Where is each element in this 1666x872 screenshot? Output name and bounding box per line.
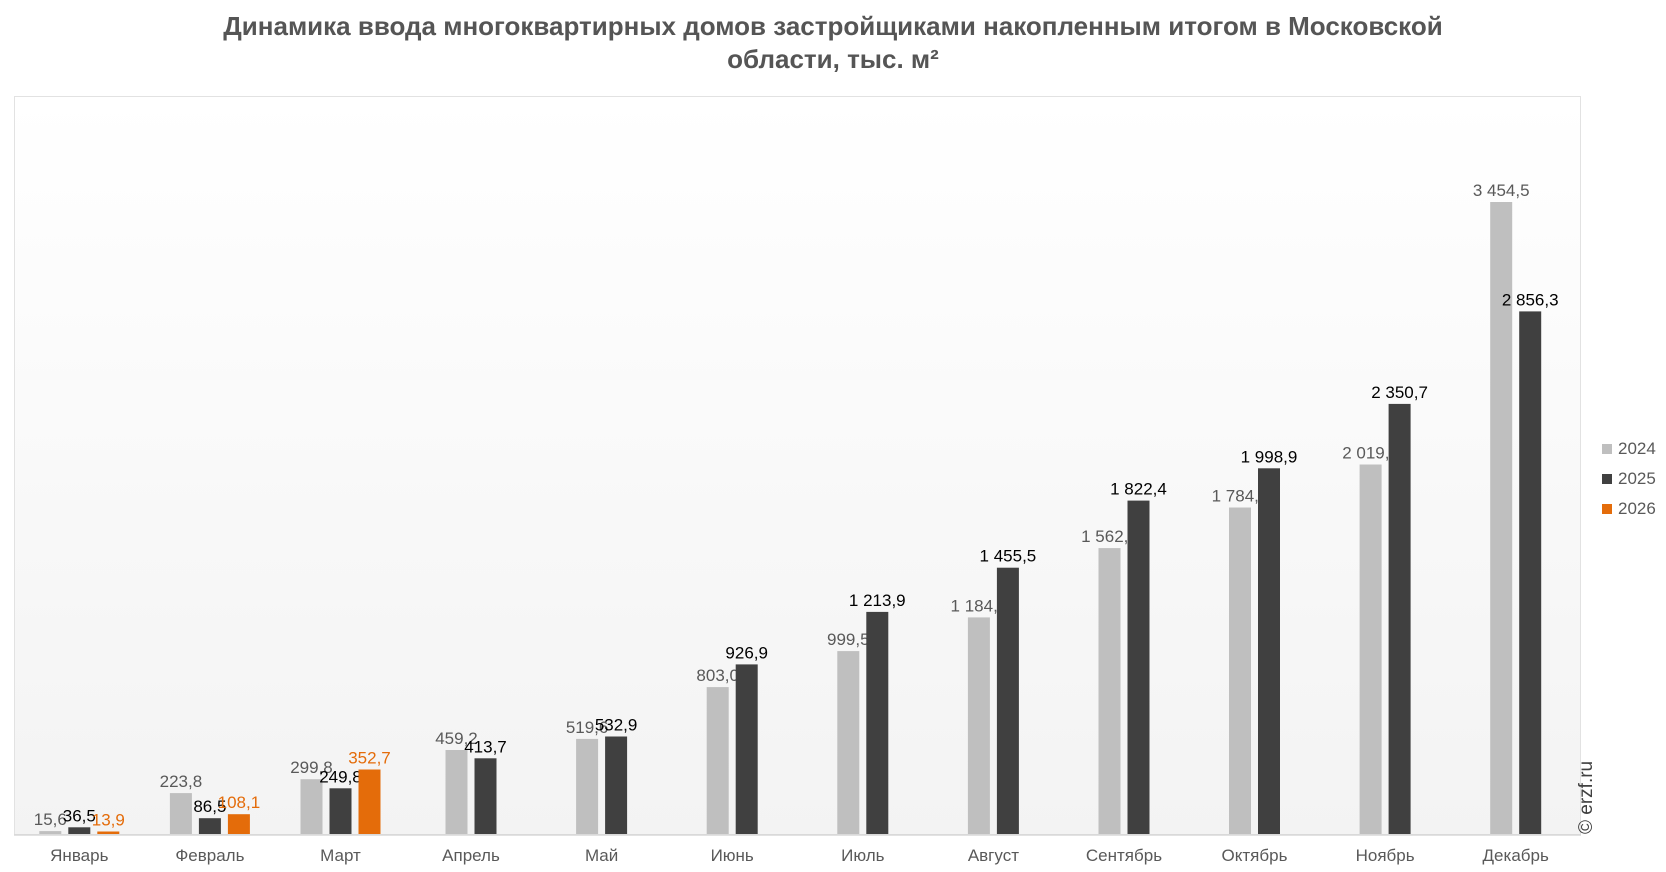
x-tick-label-1: Январь <box>50 846 108 865</box>
data-label-2025-11: 2 350,7 <box>1371 383 1428 402</box>
data-label-2024-7: 999,5 <box>827 630 870 649</box>
chart-title-line2: области, тыс. м² <box>727 44 939 74</box>
data-label-2025-1: 36,5 <box>63 806 96 825</box>
data-label-2025-12: 2 856,3 <box>1502 290 1559 309</box>
bar-2026-3 <box>358 769 381 834</box>
data-label-2024-11: 2 019,6 <box>1342 444 1399 463</box>
data-label-2024-6: 803,0 <box>696 666 739 685</box>
x-tick-label-8: Август <box>968 846 1019 865</box>
data-label-2024-10: 1 784,9 <box>1212 487 1269 506</box>
legend-label-2024: 2024 <box>1618 439 1656 458</box>
legend-item-2026: 2026 <box>1602 494 1656 524</box>
bar-2025-11 <box>1388 403 1411 834</box>
data-label-2025-9: 1 822,4 <box>1110 480 1167 499</box>
x-tick-label-10: Октябрь <box>1222 846 1288 865</box>
data-label-2025-8: 1 455,5 <box>980 547 1037 566</box>
x-tick-label-3: Март <box>320 846 361 865</box>
bar-2025-6 <box>735 664 758 834</box>
bar-2025-9 <box>1127 500 1150 834</box>
data-label-2026-1: 13,9 <box>92 811 125 830</box>
data-label-2024-4: 459,2 <box>435 729 478 748</box>
data-label-2025-2: 86,5 <box>193 797 226 816</box>
plot-area <box>14 96 1581 836</box>
data-label-2024-3: 299,8 <box>290 758 333 777</box>
legend-label-2025: 2025 <box>1618 469 1656 488</box>
x-tick-label-11: Ноябрь <box>1356 846 1415 865</box>
legend-item-2024: 2024 <box>1602 434 1656 464</box>
legend-swatch-2025 <box>1602 474 1612 484</box>
x-tick-label-2: Февраль <box>175 846 244 865</box>
bar-2024-2 <box>169 793 192 834</box>
chart-title: Динамика ввода многоквартирных домов зас… <box>0 10 1666 76</box>
bar-2024-6 <box>706 687 729 834</box>
x-tick-label-4: Апрель <box>442 846 500 865</box>
legend-swatch-2026 <box>1602 504 1612 514</box>
legend: 2024 2025 2026 <box>1602 434 1656 524</box>
data-label-2025-10: 1 998,9 <box>1241 447 1298 466</box>
bar-2024-4 <box>445 750 468 834</box>
bar-2025-2 <box>198 818 221 834</box>
bar-2024-11 <box>1359 464 1382 834</box>
data-label-2025-5: 532,9 <box>595 716 638 735</box>
data-label-2024-9: 1 562,7 <box>1081 527 1138 546</box>
bar-2024-9 <box>1098 548 1121 834</box>
data-label-2024-12: 3 454,5 <box>1473 181 1530 200</box>
data-label-2025-3: 249,8 <box>319 767 362 786</box>
chart-title-line1: Динамика ввода многоквартирных домов зас… <box>223 11 1443 41</box>
bar-2024-12 <box>1490 202 1513 834</box>
data-label-2024-2: 223,8 <box>160 772 203 791</box>
bar-2025-4 <box>474 758 497 834</box>
data-label-2026-2: 108,1 <box>218 793 261 812</box>
legend-label-2026: 2026 <box>1618 499 1656 518</box>
legend-item-2025: 2025 <box>1602 464 1656 494</box>
bar-2025-7 <box>866 611 889 834</box>
bar-2025-8 <box>996 567 1019 834</box>
x-tick-label-6: Июнь <box>711 846 754 865</box>
bar-2026-1 <box>97 831 120 834</box>
bar-2024-8 <box>967 617 990 834</box>
bar-2026-2 <box>227 814 250 834</box>
bar-2024-7 <box>837 651 860 834</box>
credit-watermark: © erzf.ru <box>1576 760 1597 834</box>
bar-2025-1 <box>68 827 91 834</box>
data-label-2025-4: 413,7 <box>464 737 507 756</box>
legend-swatch-2024 <box>1602 444 1612 454</box>
bar-2025-5 <box>605 736 628 834</box>
x-tick-label-12: Декабрь <box>1483 846 1549 865</box>
bar-2025-12 <box>1519 311 1542 834</box>
data-label-2024-5: 519,6 <box>566 718 609 737</box>
bar-2024-3 <box>300 779 323 834</box>
data-label-2025-7: 1 213,9 <box>849 591 906 610</box>
bar-2024-5 <box>576 738 599 834</box>
data-label-2024-8: 1 184,2 <box>951 596 1008 615</box>
bar-2025-3 <box>329 788 352 834</box>
data-label-2026-3: 352,7 <box>348 749 391 768</box>
x-tick-label-7: Июль <box>841 846 885 865</box>
data-label-2024-1: 15,6 <box>34 810 67 829</box>
x-tick-label-9: Сентябрь <box>1086 846 1162 865</box>
bar-2025-10 <box>1258 468 1280 834</box>
bar-2024-10 <box>1229 507 1251 834</box>
x-tick-label-5: Май <box>585 846 618 865</box>
data-label-2025-6: 926,9 <box>725 643 768 662</box>
bar-2024-1 <box>39 831 62 834</box>
